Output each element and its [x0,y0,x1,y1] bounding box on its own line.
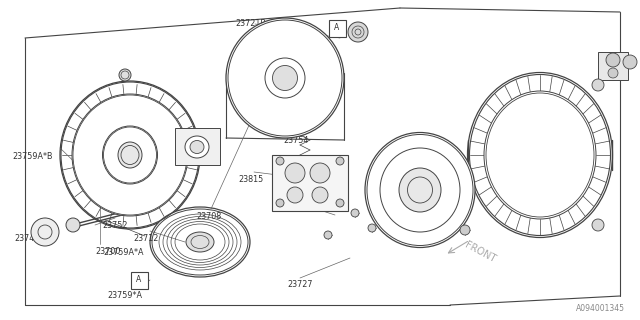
Circle shape [276,199,284,207]
Circle shape [351,209,359,217]
Ellipse shape [190,140,204,154]
Circle shape [592,219,604,231]
Text: 23759A*A: 23759A*A [103,248,143,257]
Text: 23797: 23797 [554,142,579,151]
Text: 23745: 23745 [14,234,40,243]
Polygon shape [598,52,628,80]
Ellipse shape [226,18,344,138]
Text: 23727: 23727 [287,280,312,289]
Circle shape [336,199,344,207]
Text: 23815: 23815 [238,175,263,184]
Circle shape [592,79,604,91]
Ellipse shape [365,132,475,247]
Circle shape [608,68,618,78]
Circle shape [287,187,303,203]
Circle shape [623,55,637,69]
Circle shape [276,157,284,165]
Circle shape [66,218,80,232]
FancyBboxPatch shape [328,20,346,36]
Text: A094001345: A094001345 [576,304,625,313]
Circle shape [348,22,368,42]
Circle shape [310,163,330,183]
Ellipse shape [186,232,214,252]
Ellipse shape [72,94,188,216]
Text: FRONT: FRONT [463,240,497,265]
Text: 23721: 23721 [153,145,179,154]
Ellipse shape [102,126,157,184]
Text: 23830: 23830 [366,199,391,208]
FancyBboxPatch shape [131,271,147,289]
Circle shape [460,225,470,235]
Ellipse shape [265,58,305,98]
Ellipse shape [467,73,612,237]
Text: 23700: 23700 [95,247,120,256]
Polygon shape [272,155,348,211]
Circle shape [312,187,328,203]
Circle shape [324,231,332,239]
Text: 23712: 23712 [133,234,158,243]
Ellipse shape [484,91,596,219]
Circle shape [119,69,131,81]
Ellipse shape [118,142,142,168]
Ellipse shape [273,66,298,91]
Circle shape [368,224,376,232]
Text: 23759*B: 23759*B [282,205,317,214]
Text: 23718: 23718 [88,178,113,187]
Text: A: A [334,23,340,33]
Circle shape [606,53,620,67]
Circle shape [285,163,305,183]
Text: 23759A*B: 23759A*B [12,152,52,161]
Text: 23708: 23708 [196,212,221,221]
Polygon shape [175,128,220,165]
Text: 23721B: 23721B [235,19,266,28]
Ellipse shape [185,136,209,158]
Text: 23754: 23754 [283,136,308,145]
Text: A: A [136,276,141,284]
Circle shape [31,218,59,246]
Circle shape [336,157,344,165]
Text: 23759*A: 23759*A [107,291,142,300]
Ellipse shape [380,148,460,232]
Ellipse shape [60,81,200,229]
Ellipse shape [399,168,441,212]
Text: 23752: 23752 [102,221,127,230]
Ellipse shape [150,207,250,277]
